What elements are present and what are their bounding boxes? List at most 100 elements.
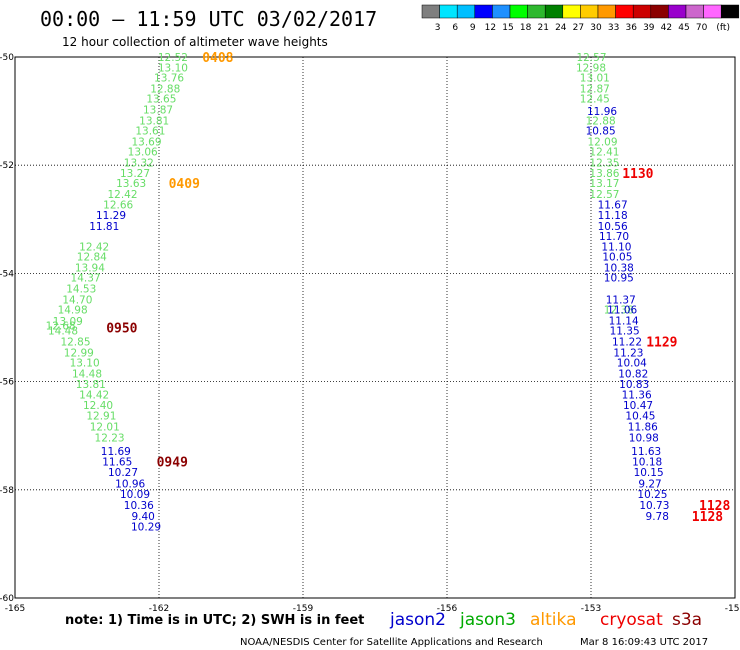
colorbar-label: 45 xyxy=(678,23,689,33)
colorbar-swatch xyxy=(439,4,458,19)
data-point-jason2: 10.73 xyxy=(639,500,669,512)
data-point-jason2: 10.83 xyxy=(619,379,649,391)
data-point-jason3: 12.52 xyxy=(158,52,188,64)
data-point-jason2: 11.70 xyxy=(599,231,629,243)
colorbar-legend: 3 6 9 12 15 18 21 24 27 30 33 36 39 42 45 70 (ft) xyxy=(421,4,740,33)
data-point-jason3: 12.35 xyxy=(589,157,619,169)
data-point-jason3: 12.84 xyxy=(77,252,107,264)
data-point-jason3: 12.01 xyxy=(90,422,120,434)
data-point-jason3: 13.01 xyxy=(580,73,610,85)
data-point-jason3: 14.48 xyxy=(72,368,102,380)
axes: -165 -162 -159 -156 -153 -150 -50 -52 -54 -56 -58 -… xyxy=(0,53,740,614)
series-legend: jason2 jason3 altika cryosat s3a xyxy=(389,610,702,630)
data-point-jason2: 11.14 xyxy=(609,315,639,327)
colorbar-label: 21 xyxy=(537,23,548,33)
data-point-jason2: 10.27 xyxy=(108,467,138,479)
colorbar-swatch xyxy=(720,4,740,19)
colorbar-swatch xyxy=(509,4,528,19)
data-point-jason3: 12.99 xyxy=(64,347,94,359)
data-point-jason2: 9.27 xyxy=(638,478,661,490)
data-point-jason2: 11.06 xyxy=(607,305,637,317)
data-point-jason3: 12.41 xyxy=(589,147,619,159)
data-point-jason2: 11.35 xyxy=(610,326,640,338)
colorbar-swatch xyxy=(580,4,599,19)
data-point-jason3: 12.68 xyxy=(46,320,76,332)
colorbar-label: 3 xyxy=(435,23,441,33)
data-point-jason2: 10.85 xyxy=(586,126,616,138)
data-point-jason3: 14.98 xyxy=(58,305,88,317)
colorbar-label: 15 xyxy=(502,23,513,33)
chart-subtitle: 12 hour collection of altimeter wave hei… xyxy=(62,35,328,49)
x-tick-label: -153 xyxy=(581,604,601,614)
data-point-jason2: 10.04 xyxy=(617,358,647,370)
data-point-jason3: 13.63 xyxy=(116,178,146,190)
time-label: 1130 xyxy=(622,167,653,182)
data-point-jason2: 11.63 xyxy=(631,446,661,458)
data-point-jason3: 13.69 xyxy=(131,136,161,148)
colorbar-label: 36 xyxy=(625,23,637,33)
time-label: 1128 xyxy=(692,510,723,525)
data-point-jason2: 11.96 xyxy=(587,106,617,118)
colorbar-label: 18 xyxy=(520,23,532,33)
colorbar-swatch xyxy=(703,4,722,19)
colorbar-label: 39 xyxy=(643,23,655,33)
data-point-jason3: 13.81 xyxy=(76,379,106,391)
colorbar-swatch xyxy=(492,4,511,19)
footer-credit: NOAA/NESDIS Center for Satellite Applica… xyxy=(240,637,543,648)
data-point-jason3: 13.27 xyxy=(120,168,150,180)
data-point-jason3: 12.57 xyxy=(589,189,619,201)
time-label: 0409 xyxy=(169,177,200,192)
data-point-jason3: 13.61 xyxy=(135,126,165,138)
data-point-jason2: 10.96 xyxy=(115,478,145,490)
data-point-jason3: 13.09 xyxy=(53,316,83,328)
legend-s3a: s3a xyxy=(672,610,702,630)
colorbar-swatch xyxy=(562,4,581,19)
data-point-jason3: 12.85 xyxy=(60,337,90,349)
x-tick-label: -162 xyxy=(149,604,169,614)
data-point-jason3: 12.42 xyxy=(79,241,109,253)
data-point-jason2: 11.29 xyxy=(96,210,126,222)
data-point-jason2: 10.36 xyxy=(124,500,154,512)
data-point-jason3: 12.57 xyxy=(576,52,606,64)
data-point-jason2: 10.98 xyxy=(629,432,659,444)
time-label: 0950 xyxy=(106,322,137,337)
colorbar-swatch xyxy=(632,4,652,19)
data-point-jason3: 13.06 xyxy=(128,147,158,159)
colorbar-label: 30 xyxy=(590,23,602,33)
data-point-jason2: 11.36 xyxy=(622,390,652,402)
time-label: 0408 xyxy=(202,51,233,66)
legend-cryosat: cryosat xyxy=(600,610,663,630)
data-point-jason2: 10.09 xyxy=(120,489,150,501)
plot-frame xyxy=(14,56,736,599)
colorbar-swatch xyxy=(474,4,493,19)
data-point-jason3: 12.45 xyxy=(580,94,610,106)
data-point-jason2: 10.25 xyxy=(637,489,667,501)
data-point-jason3: 14.53 xyxy=(66,284,96,296)
colorbar-label: 9 xyxy=(470,23,476,33)
time-label: 1129 xyxy=(646,336,677,351)
data-point-jason3: 12.98 xyxy=(576,62,606,74)
time-label: 1128 xyxy=(699,499,730,514)
time-label: 0949 xyxy=(157,456,188,471)
data-point-jason3: 13.86 xyxy=(589,168,619,180)
x-tick-label: -165 xyxy=(5,604,25,614)
data-point-jason3: 13.32 xyxy=(124,157,154,169)
data-point-jason2: 11.81 xyxy=(89,221,119,233)
x-tick-label: -150 xyxy=(725,604,740,614)
plot-area xyxy=(14,56,736,599)
colorbar-swatch xyxy=(685,4,704,19)
data-point-jason3: 12.09 xyxy=(587,136,617,148)
legend-altika: altika xyxy=(530,610,577,630)
data-point-jason2: 10.05 xyxy=(602,252,632,264)
data-point-jason2: 10.15 xyxy=(634,467,664,479)
colorbar-swatch xyxy=(615,4,634,19)
data-point-jason2: 11.37 xyxy=(606,294,636,306)
colorbar-swatch xyxy=(650,4,669,19)
colorbar-label: 24 xyxy=(555,23,567,33)
data-point-jason2: 9.40 xyxy=(131,511,154,523)
y-tick-label: -52 xyxy=(0,161,14,171)
legend-jason2: jason2 xyxy=(389,610,446,630)
data-point-jason2: 11.22 xyxy=(612,337,642,349)
